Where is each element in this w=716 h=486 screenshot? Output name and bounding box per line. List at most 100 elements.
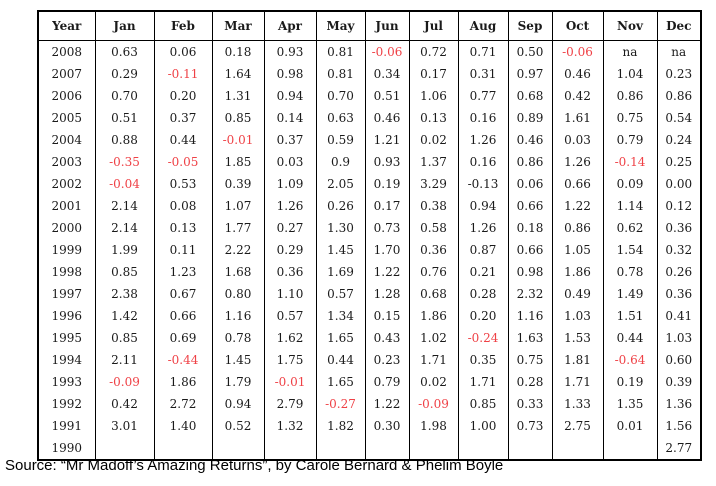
return-cell: -0.44 <box>153 349 213 371</box>
return-cell: 0.18 <box>211 40 265 63</box>
return-cell: 0.32 <box>656 239 702 261</box>
return-cell: 0.27 <box>263 217 317 239</box>
return-cell: 0.36 <box>263 261 317 283</box>
column-header-nov: Nov <box>602 11 658 41</box>
return-cell: 0.77 <box>457 85 509 107</box>
return-cell: 1.77 <box>211 217 265 239</box>
table-row-2001: 2001 2.14 0.08 1.07 1.26 0.26 0.17 0.38 0.94 0.66… <box>37 195 702 217</box>
return-cell: 1.45 <box>315 239 366 261</box>
return-cell: 1.81 <box>551 349 604 371</box>
year-cell: 1997 <box>37 283 96 305</box>
return-cell: 1.04 <box>602 63 658 85</box>
table-row-2003: 2003 -0.35 -0.05 1.85 0.03 0.9 0.93 1.37 0.16 0.8… <box>37 151 702 173</box>
return-cell: 0.30 <box>364 415 410 437</box>
column-header-sep: Sep <box>507 11 553 41</box>
year-cell: 2001 <box>37 195 96 217</box>
return-cell: 1.28 <box>364 283 410 305</box>
return-cell: 1.54 <box>602 239 658 261</box>
year-cell: 1990 <box>37 437 96 460</box>
return-cell: 0.79 <box>602 129 658 151</box>
return-cell: 0.44 <box>602 327 658 349</box>
return-cell: 2.72 <box>153 393 213 415</box>
return-cell: 0.02 <box>408 129 459 151</box>
table-row-1999: 1999 1.99 0.11 2.22 0.29 1.45 1.70 0.36 0.87 0.66… <box>37 239 702 261</box>
return-cell: 1.26 <box>263 195 317 217</box>
return-cell: 1.21 <box>364 129 410 151</box>
return-cell: -0.11 <box>153 63 213 85</box>
return-cell: -0.01 <box>263 371 317 393</box>
return-cell: 0.23 <box>656 63 702 85</box>
return-cell: 0.03 <box>263 151 317 173</box>
return-cell: -0.06 <box>551 40 604 63</box>
return-cell: 1.22 <box>364 261 410 283</box>
returns-table-container: Year Jan Feb Mar Apr May Jun Jul Aug Sep Oct Nov Dec… <box>37 10 702 461</box>
return-cell: 1.07 <box>211 195 265 217</box>
year-cell: 2004 <box>37 129 96 151</box>
return-cell: 1.06 <box>408 85 459 107</box>
return-cell: 0.60 <box>656 349 702 371</box>
return-cell: 0.31 <box>457 63 509 85</box>
return-cell: 1.49 <box>602 283 658 305</box>
table-row-2007: 2007 0.29 -0.11 1.64 0.98 0.81 0.34 0.17 0.31 0.9… <box>37 63 702 85</box>
return-cell: 1.22 <box>364 393 410 415</box>
return-cell: 0.98 <box>263 63 317 85</box>
return-cell: 0.38 <box>408 195 459 217</box>
year-cell: 1995 <box>37 327 96 349</box>
return-cell: 0.26 <box>656 261 702 283</box>
return-cell: 0.36 <box>656 283 702 305</box>
return-cell: 0.33 <box>507 393 553 415</box>
year-cell: 2003 <box>37 151 96 173</box>
return-cell: 0.03 <box>551 129 604 151</box>
return-cell: 1.03 <box>551 305 604 327</box>
return-cell: 1.71 <box>551 371 604 393</box>
return-cell: 1.63 <box>507 327 553 349</box>
return-cell: 0.97 <box>507 63 553 85</box>
table-row-1998: 1998 0.85 1.23 1.68 0.36 1.69 1.22 0.76 0.21 0.98… <box>37 261 702 283</box>
return-cell: 1.03 <box>656 327 702 349</box>
return-cell: 0.29 <box>94 63 155 85</box>
return-cell: 1.14 <box>602 195 658 217</box>
return-cell: 0.35 <box>457 349 509 371</box>
return-cell: 1.37 <box>408 151 459 173</box>
return-cell: 0.28 <box>507 371 553 393</box>
return-cell: 1.82 <box>315 415 366 437</box>
return-cell: 0.70 <box>315 85 366 107</box>
return-cell: 0.19 <box>602 371 658 393</box>
return-cell: 3.01 <box>94 415 155 437</box>
return-cell: 0.54 <box>656 107 702 129</box>
return-cell: 0.39 <box>656 371 702 393</box>
return-cell: 1.33 <box>551 393 604 415</box>
return-cell: 0.57 <box>263 305 317 327</box>
return-cell: 2.75 <box>551 415 604 437</box>
return-cell: 1.26 <box>551 151 604 173</box>
return-cell: 0.50 <box>507 40 553 63</box>
return-cell: -0.09 <box>94 371 155 393</box>
year-cell: 1993 <box>37 371 96 393</box>
return-cell: 2.11 <box>94 349 155 371</box>
return-cell: 0.63 <box>94 40 155 63</box>
return-cell: 0.08 <box>153 195 213 217</box>
return-cell: 0.21 <box>457 261 509 283</box>
column-header-mar: Mar <box>211 11 265 41</box>
year-cell: 2006 <box>37 85 96 107</box>
table-row-1992: 1992 0.42 2.72 0.94 2.79 -0.27 1.22 -0.09 0.85 0.… <box>37 393 702 415</box>
return-cell: 2.38 <box>94 283 155 305</box>
return-cell: 0.9 <box>315 151 366 173</box>
table-row-1994: 1994 2.11 -0.44 1.45 1.75 0.44 0.23 1.71 0.35 0.7… <box>37 349 702 371</box>
table-row-1997: 1997 2.38 0.67 0.80 1.10 0.57 1.28 0.68 0.28 2.32… <box>37 283 702 305</box>
return-cell: 0.06 <box>507 173 553 195</box>
return-cell: 0.34 <box>364 63 410 85</box>
source-caption: Source: “Mr Madoff’s Amazing Returns”, b… <box>5 457 504 474</box>
return-cell: 1.51 <box>602 305 658 327</box>
return-cell: 0.69 <box>153 327 213 349</box>
return-cell: 0.12 <box>656 195 702 217</box>
return-cell: 1.69 <box>315 261 366 283</box>
return-cell: 1.68 <box>211 261 265 283</box>
return-cell: 1.65 <box>315 327 366 349</box>
return-cell: 1.70 <box>364 239 410 261</box>
return-cell: 1.30 <box>315 217 366 239</box>
return-cell: 0.28 <box>457 283 509 305</box>
return-cell: 0.46 <box>551 63 604 85</box>
return-cell: 0.00 <box>656 173 702 195</box>
return-cell: na <box>656 40 702 63</box>
